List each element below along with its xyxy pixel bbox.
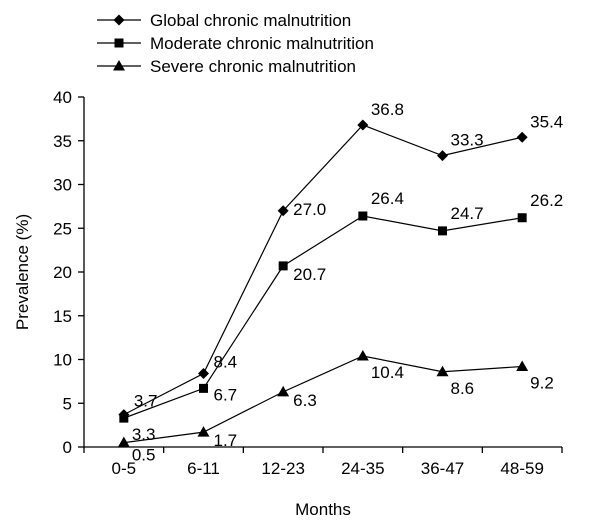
legend-marker bbox=[114, 38, 124, 48]
data-point bbox=[436, 365, 449, 377]
legend-entry: Global chronic malnutrition bbox=[97, 11, 351, 30]
x-tick-label: 24-35 bbox=[341, 459, 384, 478]
data-label: 24.7 bbox=[451, 204, 484, 223]
data-point bbox=[117, 436, 130, 448]
y-tick-label: 35 bbox=[53, 132, 72, 151]
legend-label: Moderate chronic malnutrition bbox=[150, 34, 374, 53]
x-tick-label: 6-11 bbox=[187, 459, 220, 478]
series-triangle: 0.5 1.7 6.3 10.4 8.6 9.2 bbox=[117, 350, 554, 465]
data-label: 33.3 bbox=[451, 131, 484, 150]
data-label: 26.2 bbox=[530, 191, 563, 210]
data-label: 1.7 bbox=[214, 431, 238, 450]
y-tick-label: 0 bbox=[63, 438, 72, 457]
data-point bbox=[357, 119, 369, 131]
y-tick-label: 5 bbox=[63, 394, 72, 413]
data-point bbox=[437, 150, 448, 162]
data-label: 20.7 bbox=[293, 265, 326, 284]
data-point bbox=[516, 360, 529, 371]
data-point bbox=[438, 226, 447, 236]
y-tick-label: 40 bbox=[53, 88, 72, 107]
series-layer: 3.78.427.036.833.335.43.36.720.726.424.7… bbox=[117, 100, 563, 465]
data-label: 26.4 bbox=[371, 189, 404, 208]
data-point bbox=[119, 413, 129, 423]
data-label: 6.7 bbox=[214, 385, 238, 404]
legend-label: Global chronic malnutrition bbox=[150, 11, 351, 30]
series-line bbox=[123, 124, 523, 416]
data-label: 3.7 bbox=[134, 392, 158, 411]
data-point bbox=[199, 383, 208, 393]
data-point bbox=[278, 261, 288, 271]
y-tick-label: 10 bbox=[53, 351, 72, 370]
y-axis-title: Prevalence (%) bbox=[13, 214, 32, 330]
legend-marker bbox=[113, 60, 125, 71]
x-tick-label: 12-23 bbox=[261, 459, 304, 478]
data-point bbox=[358, 211, 368, 221]
legend-entry: Severe chronic malnutrition bbox=[97, 57, 356, 76]
y-tick-label: 15 bbox=[53, 307, 72, 326]
x-tick-label: 0-5 bbox=[112, 459, 137, 478]
legend-entry: Moderate chronic malnutrition bbox=[97, 34, 374, 53]
data-point bbox=[197, 426, 210, 437]
x-tick-label: 36-47 bbox=[421, 459, 464, 478]
data-point bbox=[277, 385, 290, 397]
data-label: 36.8 bbox=[371, 100, 404, 119]
data-point bbox=[277, 205, 289, 217]
data-label: 8.4 bbox=[214, 353, 238, 372]
data-label: 6.3 bbox=[293, 391, 317, 410]
x-axis-title: Months bbox=[295, 500, 351, 519]
data-point bbox=[198, 368, 209, 379]
x-tick-label: 48-59 bbox=[500, 459, 543, 478]
data-point bbox=[517, 213, 527, 223]
data-label: 10.4 bbox=[371, 363, 404, 382]
series-line bbox=[123, 215, 523, 419]
data-point bbox=[356, 350, 369, 361]
series-diamond: 3.7 8.4 27.0 36.8 33.3 35.4 bbox=[118, 100, 563, 421]
legend-label: Severe chronic malnutrition bbox=[150, 57, 356, 76]
legend-marker bbox=[113, 14, 125, 26]
y-tick-label: 25 bbox=[53, 219, 72, 238]
data-label: 0.5 bbox=[132, 446, 156, 465]
legend: Global chronic malnutrition Moderate chro… bbox=[97, 11, 374, 76]
data-label: 9.2 bbox=[530, 374, 554, 393]
series-line bbox=[123, 355, 523, 444]
series-square: 3.36.720.726.424.726.2 bbox=[119, 189, 563, 444]
data-label: 27.0 bbox=[293, 200, 326, 219]
data-label: 8.6 bbox=[451, 379, 475, 398]
data-label: 35.4 bbox=[530, 112, 563, 131]
axes: 0 5 10 15 20 25 30 35 40 0-5 6-11 12-23 24-35 36-47 48… bbox=[53, 88, 563, 478]
data-point bbox=[516, 131, 528, 143]
y-tick-label: 30 bbox=[53, 176, 72, 195]
y-tick-label: 20 bbox=[53, 263, 72, 282]
